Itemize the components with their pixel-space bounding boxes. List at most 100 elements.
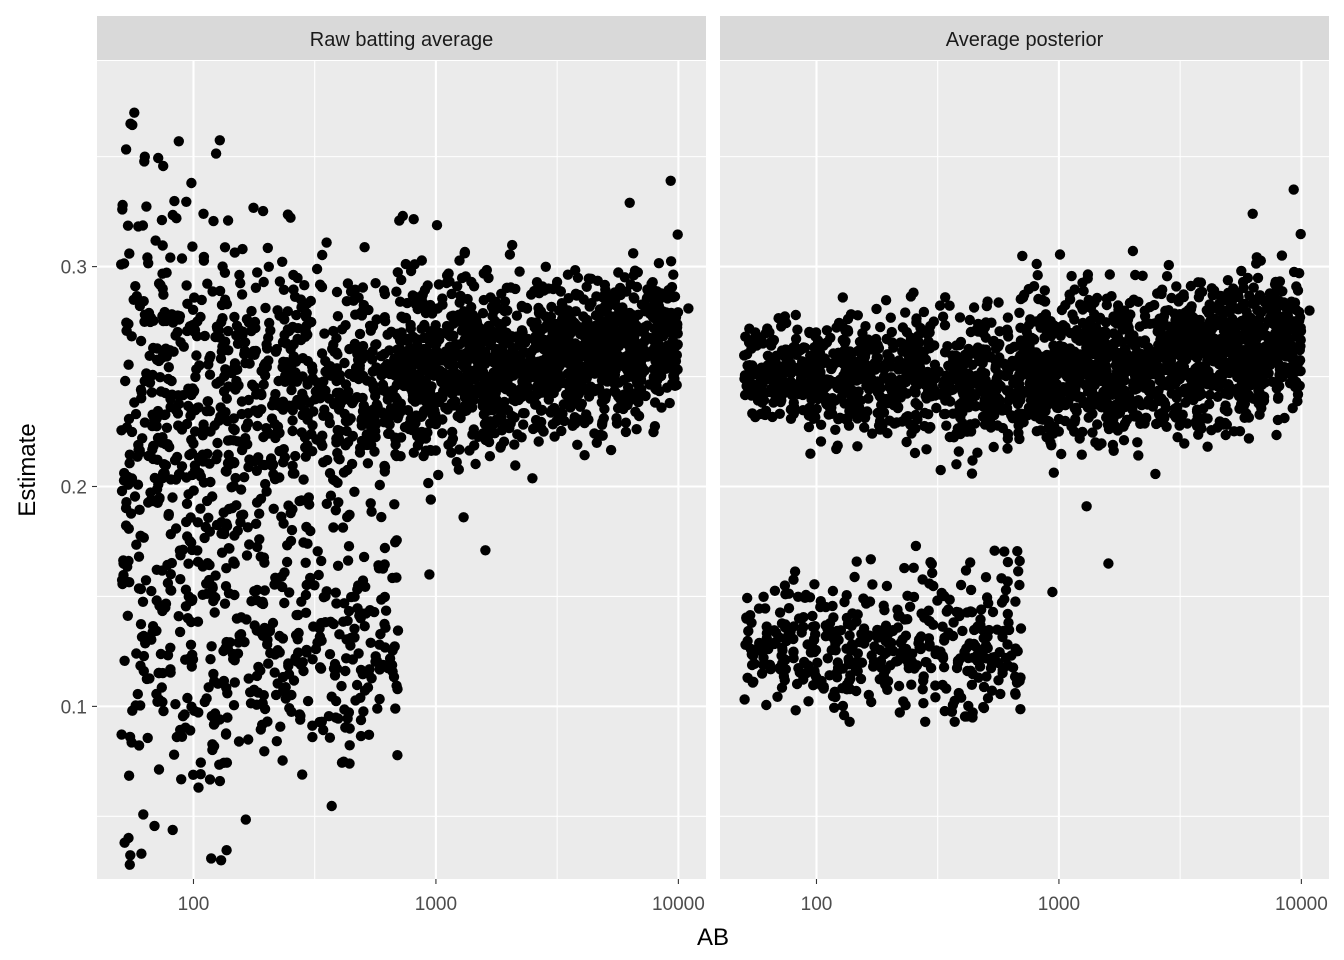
- data-point: [1256, 397, 1268, 408]
- data-point: [447, 433, 459, 444]
- data-point: [941, 420, 952, 431]
- data-point: [894, 707, 905, 718]
- data-point: [269, 418, 280, 430]
- data-point: [316, 555, 327, 567]
- data-point: [565, 328, 576, 339]
- data-point: [1031, 258, 1042, 270]
- data-point: [342, 511, 353, 523]
- data-point: [631, 281, 643, 293]
- data-point: [316, 348, 328, 359]
- data-point: [639, 336, 650, 347]
- data-point: [1140, 318, 1151, 329]
- data-point: [781, 635, 792, 647]
- data-point: [182, 692, 193, 704]
- data-point: [299, 432, 311, 443]
- data-point: [298, 393, 309, 404]
- data-point: [195, 503, 206, 514]
- data-point: [928, 580, 939, 592]
- data-point: [894, 374, 906, 386]
- data-point: [281, 556, 293, 568]
- data-point: [151, 421, 162, 432]
- data-point: [305, 572, 316, 584]
- data-point: [336, 324, 348, 335]
- data-point: [191, 350, 202, 361]
- data-point: [300, 607, 312, 618]
- data-point: [357, 340, 369, 352]
- data-point: [124, 449, 135, 460]
- data-point: [195, 769, 206, 780]
- data-point: [1271, 285, 1283, 296]
- data-point: [1267, 376, 1278, 387]
- data-point: [155, 279, 166, 291]
- data-point: [252, 420, 263, 432]
- data-point: [170, 699, 181, 710]
- data-point: [994, 326, 1005, 337]
- data-point: [1104, 269, 1116, 280]
- data-point: [477, 308, 489, 319]
- data-point: [954, 312, 966, 323]
- data-point: [583, 273, 594, 284]
- data-point: [915, 322, 926, 334]
- data-point: [761, 699, 772, 711]
- data-point: [157, 667, 168, 679]
- data-point: [953, 654, 965, 666]
- data-point: [852, 310, 863, 321]
- data-point: [198, 255, 210, 266]
- data-point: [747, 408, 758, 419]
- data-point: [411, 426, 423, 438]
- data-point: [254, 508, 265, 519]
- data-point: [745, 643, 756, 655]
- data-point: [885, 660, 896, 671]
- data-point: [138, 650, 150, 662]
- data-point: [215, 411, 226, 422]
- data-point: [118, 258, 130, 269]
- data-point: [468, 281, 480, 292]
- data-point: [416, 362, 428, 373]
- data-point: [391, 572, 402, 583]
- data-point: [258, 690, 269, 701]
- data-point: [428, 417, 440, 428]
- data-point: [263, 332, 274, 343]
- data-point: [158, 705, 169, 717]
- data-point: [328, 522, 339, 533]
- data-point: [292, 272, 303, 284]
- data-point: [207, 286, 218, 297]
- data-point: [499, 296, 511, 307]
- data-point: [1154, 313, 1165, 324]
- data-point: [173, 420, 184, 431]
- data-point: [486, 421, 497, 433]
- data-point: [509, 439, 520, 450]
- data-point: [651, 328, 662, 339]
- data-point: [1069, 426, 1080, 437]
- data-point: [851, 556, 862, 567]
- data-point: [236, 408, 247, 420]
- data-point: [199, 696, 210, 708]
- data-point: [837, 683, 848, 694]
- data-point: [157, 605, 168, 617]
- data-point: [329, 346, 340, 357]
- data-point: [807, 610, 818, 622]
- data-point: [957, 625, 968, 637]
- data-point: [462, 380, 474, 391]
- data-point: [253, 661, 264, 673]
- data-point: [664, 397, 675, 409]
- data-point: [187, 594, 198, 605]
- data-point: [993, 297, 1004, 308]
- data-point: [395, 343, 406, 355]
- data-point: [953, 446, 964, 457]
- data-point: [210, 148, 222, 159]
- data-point: [483, 377, 494, 388]
- data-point: [980, 332, 992, 343]
- data-point: [624, 307, 635, 319]
- data-point: [605, 444, 617, 456]
- data-point: [259, 622, 270, 634]
- data-point: [1111, 355, 1122, 366]
- data-point: [1014, 579, 1025, 591]
- data-point: [408, 447, 419, 458]
- data-point: [285, 507, 296, 519]
- data-point: [208, 591, 220, 602]
- data-point: [259, 746, 270, 757]
- data-point: [939, 635, 950, 646]
- data-point: [1132, 437, 1143, 448]
- data-point: [989, 545, 1000, 556]
